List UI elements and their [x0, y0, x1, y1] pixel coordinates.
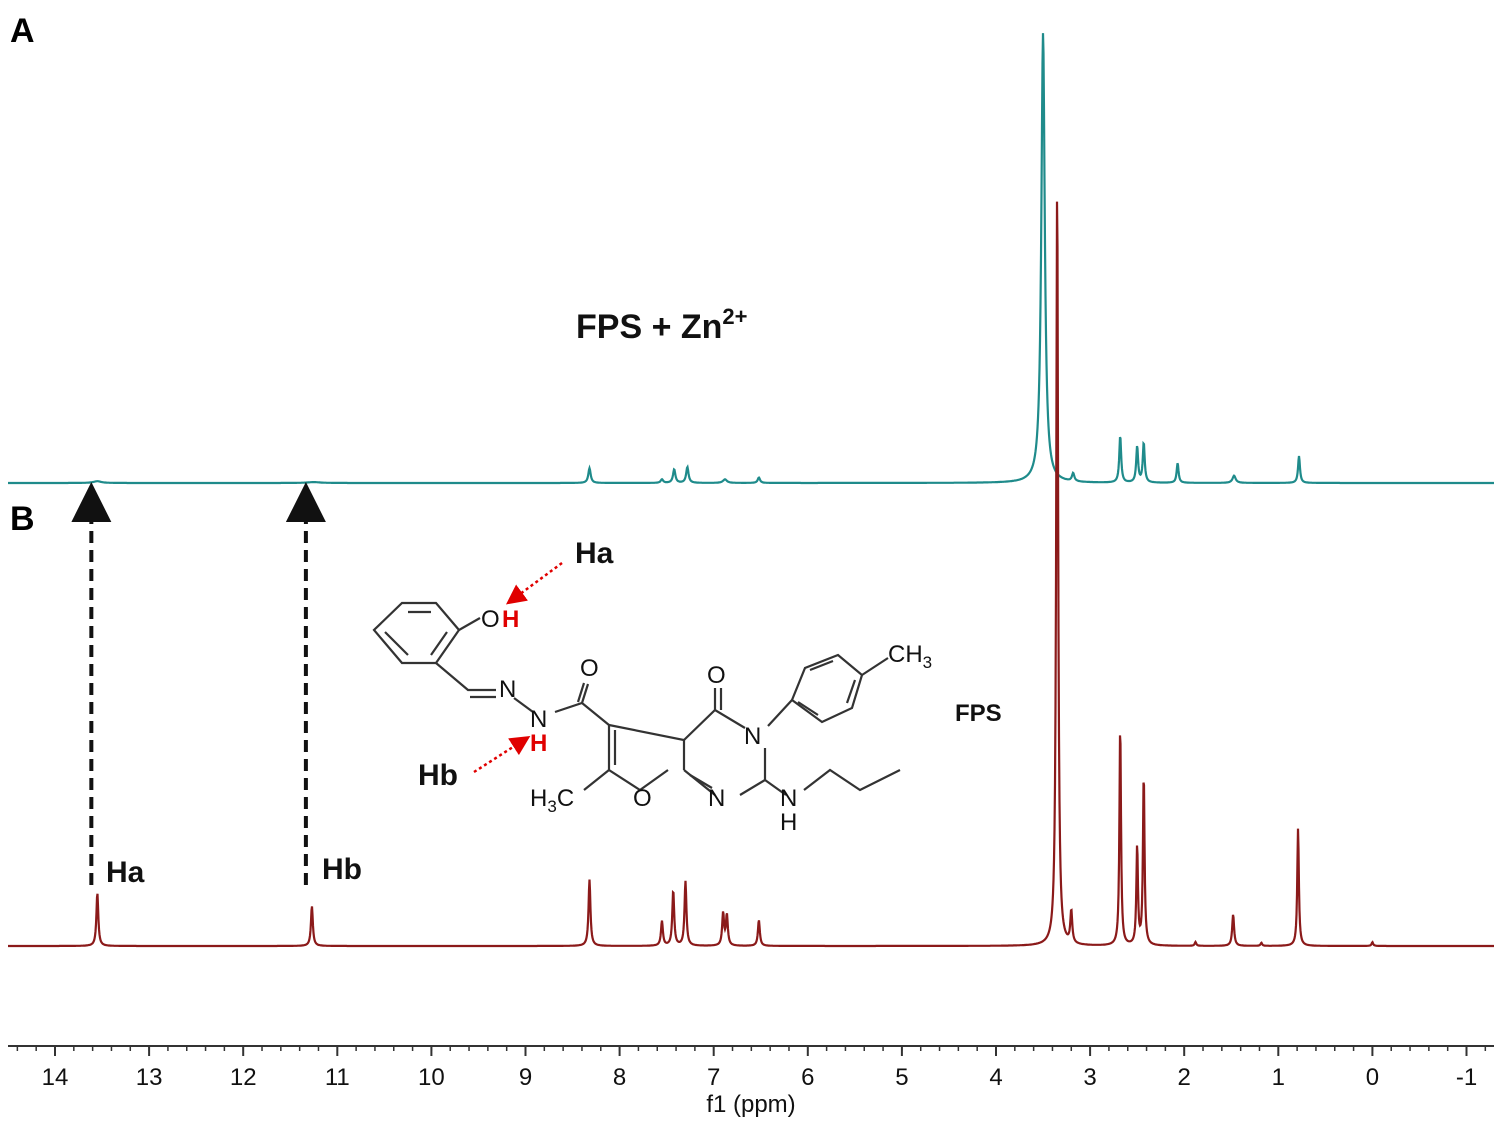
x-tick-label: 9: [519, 1064, 532, 1091]
panel-label-b: B: [10, 500, 35, 538]
fps-chemical-structure: O H N N H O O N CH3 N O H3C N H Ha Hb: [372, 537, 932, 836]
atom-h-a: H: [502, 606, 519, 633]
x-tick-label: 5: [895, 1064, 908, 1091]
structure-label-hb: Hb: [418, 759, 458, 792]
peak-label-hb: Hb: [322, 853, 362, 886]
x-tick-label: 13: [136, 1064, 163, 1091]
atom-h3c-methyl: H3C: [530, 785, 574, 816]
atom-h-b: H: [530, 730, 547, 757]
x-tick-label: 11: [325, 1064, 350, 1091]
peak-shift-arrows: [71, 482, 326, 885]
atom-n-ring-3: N: [744, 723, 761, 750]
superscript-charge: 2+: [722, 304, 747, 329]
x-axis-title: f1 (ppm): [706, 1091, 795, 1118]
x-axis-ticks: 14 13 12 11 10 9 8 7 6 5 4 3 2 1 0 -1: [16, 1046, 1487, 1091]
atom-h-amine: H: [780, 809, 797, 836]
arrow-to-hb: [473, 735, 531, 774]
atom-n-amide: N: [530, 706, 547, 733]
x-tick-label: 10: [418, 1064, 445, 1091]
x-tick-label: 8: [613, 1064, 626, 1091]
atom-o-furan: O: [633, 785, 652, 812]
atom-n-ring-1: N: [708, 785, 725, 812]
atom-ch3-tolyl: CH3: [888, 641, 932, 672]
x-tick-label: 2: [1178, 1064, 1191, 1091]
atom-o-phenol: O: [481, 606, 500, 633]
x-tick-label: 4: [989, 1064, 1002, 1091]
x-tick-label: 7: [707, 1064, 720, 1091]
panel-label-a: A: [10, 12, 35, 50]
atom-o-amide: O: [580, 655, 599, 682]
sample-label-fps-zn: FPS + Zn2+: [576, 304, 748, 346]
x-tick-label: 3: [1083, 1064, 1096, 1091]
sample-label-fps: FPS: [955, 700, 1002, 727]
atom-n-imine: N: [499, 676, 516, 703]
peak-label-ha: Ha: [106, 856, 145, 889]
structure-label-ha: Ha: [575, 537, 614, 570]
x-tick-label: 6: [801, 1064, 814, 1091]
atom-n-amine: N: [780, 785, 797, 812]
x-tick-label: 0: [1366, 1064, 1379, 1091]
atom-o-pyrimidinone: O: [707, 662, 726, 689]
x-tick-label: 14: [42, 1064, 69, 1091]
x-tick-label: 1: [1272, 1064, 1285, 1091]
spectrum-b-line: [8, 201, 1494, 948]
spectrum-a-line: [8, 33, 1494, 485]
arrow-to-ha: [505, 561, 563, 605]
x-tick-label: 12: [230, 1064, 257, 1091]
x-tick-label: -1: [1456, 1064, 1477, 1091]
